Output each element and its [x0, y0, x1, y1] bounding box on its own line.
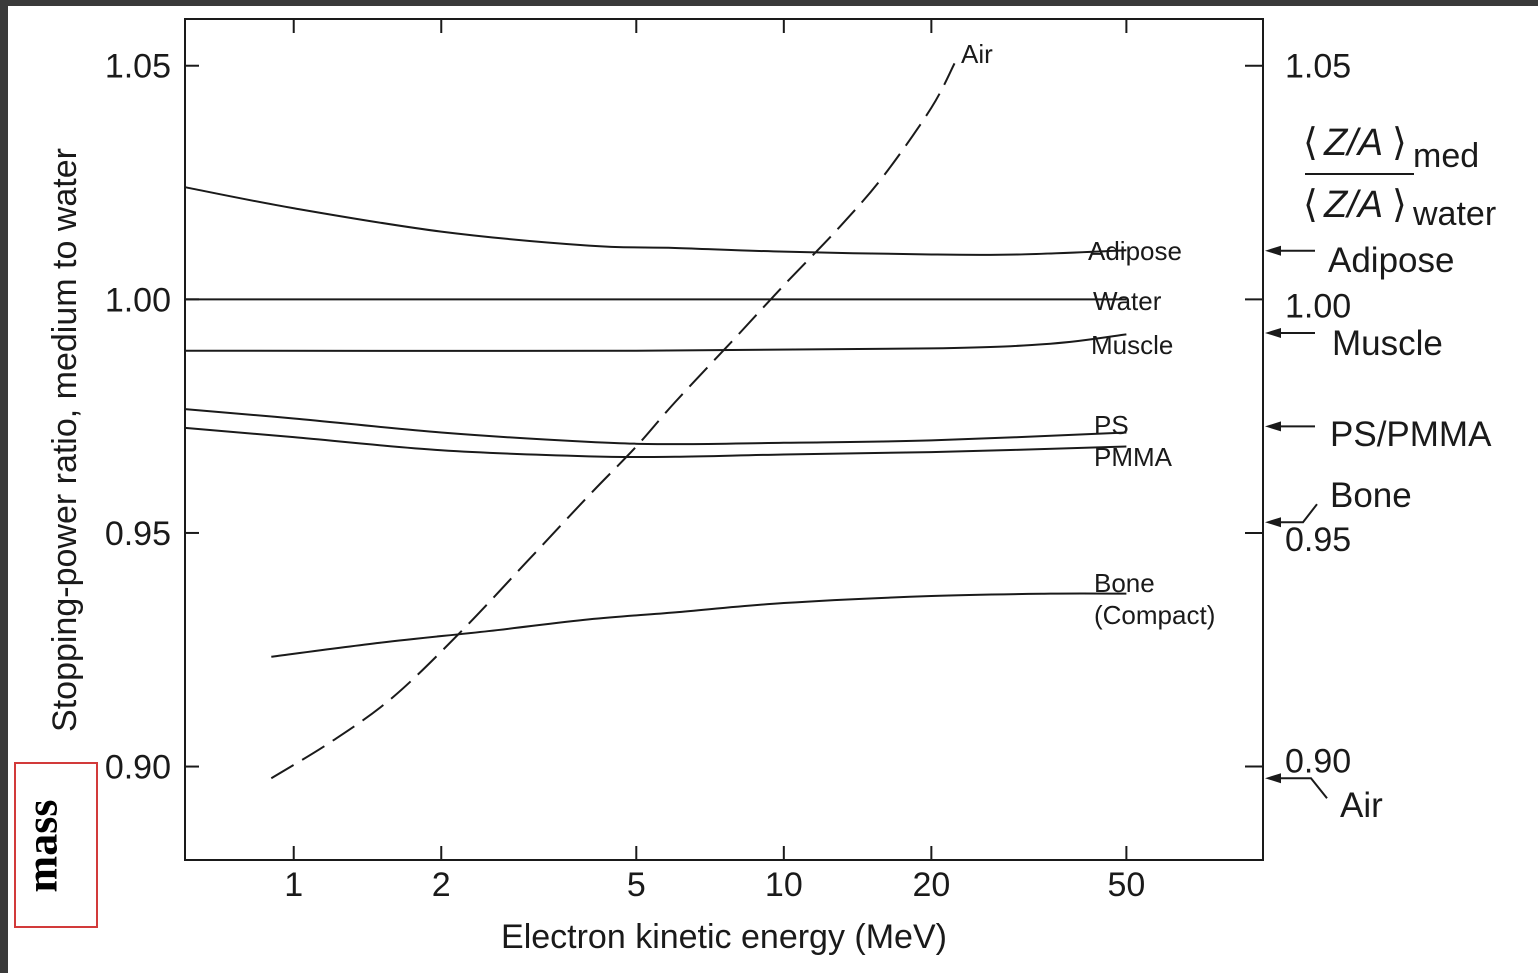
right-label-adipose: Adipose: [1328, 241, 1454, 280]
y-tick-label-left: 0.95: [105, 515, 171, 553]
za-paren-open-top: ⟨: [1303, 122, 1318, 164]
pmma-curve: [184, 426, 1127, 459]
plot-area: [184, 18, 1264, 861]
za-sub-water: water: [1412, 195, 1496, 233]
muscle-arrow-marker: [1265, 327, 1315, 338]
right-label-ps-pmma: PS/PMMA: [1330, 415, 1492, 454]
right-label-air: Air: [1340, 786, 1383, 825]
x-tick-label: 50: [1107, 866, 1145, 904]
y-tick-label-right: 1.00: [1285, 287, 1351, 325]
bone-curve-label: Bone: [1094, 568, 1155, 598]
bone-compact-curve: [271, 592, 1127, 658]
ps-curve-label: PS: [1094, 410, 1129, 440]
air-arrow-marker: [1265, 773, 1328, 799]
pmma-curve-label: PMMA: [1094, 442, 1173, 472]
right-axis-markers: [1265, 245, 1328, 799]
curves: [184, 62, 1127, 780]
right-label-bone: Bone: [1330, 476, 1412, 515]
x-tick-label: 1: [284, 866, 303, 904]
y-axis-title: Stopping-power ratio, medium to water: [46, 148, 84, 732]
za-text-top: Z/A: [1323, 122, 1383, 164]
adipose-curve: [184, 186, 1127, 256]
za-text-bottom: Z/A: [1323, 184, 1383, 226]
mass-annotation-box: [14, 762, 98, 928]
bone-arrow-marker: [1265, 503, 1318, 528]
za-paren-close-bottom: ⟩: [1392, 184, 1407, 226]
right-label-muscle: Muscle: [1332, 324, 1443, 363]
y-tick-label-left: 1.05: [105, 48, 171, 86]
x-tick-label: 5: [627, 866, 646, 904]
muscle-curve: [184, 333, 1127, 352]
adipose-arrow-marker: [1265, 245, 1315, 256]
chart-frame: [8, 6, 1538, 973]
y-tick-label-right: 0.90: [1285, 743, 1351, 781]
za-paren-open-bottom: ⟨: [1303, 184, 1318, 226]
muscle-curve-label: Muscle: [1091, 330, 1173, 360]
ps-curve: [184, 408, 1127, 446]
ps-pmma-arrow-marker: [1265, 421, 1315, 432]
y-tick-label-left: 0.90: [105, 749, 171, 787]
x-axis-title: Electron kinetic energy (MeV): [501, 918, 947, 956]
y-tick-label-left: 1.00: [105, 281, 171, 319]
bone-compact-curve-label: (Compact): [1094, 600, 1215, 630]
za-sub-med: med: [1413, 137, 1479, 175]
x-tick-label: 10: [765, 866, 803, 904]
mass-annotation-label: mass: [17, 799, 67, 893]
x-tick-label: 2: [432, 866, 451, 904]
y-tick-label-right: 0.95: [1285, 521, 1351, 559]
za-paren-close-top: ⟩: [1392, 122, 1407, 164]
adipose-curve-label: Adipose: [1088, 236, 1182, 266]
y-tick-label-right: 1.05: [1285, 48, 1351, 86]
axis-ticks: 1 2 5 10 20 50 0.90 0.90 0.95 0.95 1.00 1.00 1.05 1.0…: [105, 19, 1351, 904]
air-curve: [270, 62, 956, 780]
air-curve-label: Air: [961, 39, 993, 69]
za-ratio-label: ⟨ Z/A ⟩ med ⟨ Z/A ⟩ water: [1303, 122, 1496, 233]
water-curve-label: Water: [1093, 286, 1162, 316]
x-tick-label: 20: [912, 866, 950, 904]
